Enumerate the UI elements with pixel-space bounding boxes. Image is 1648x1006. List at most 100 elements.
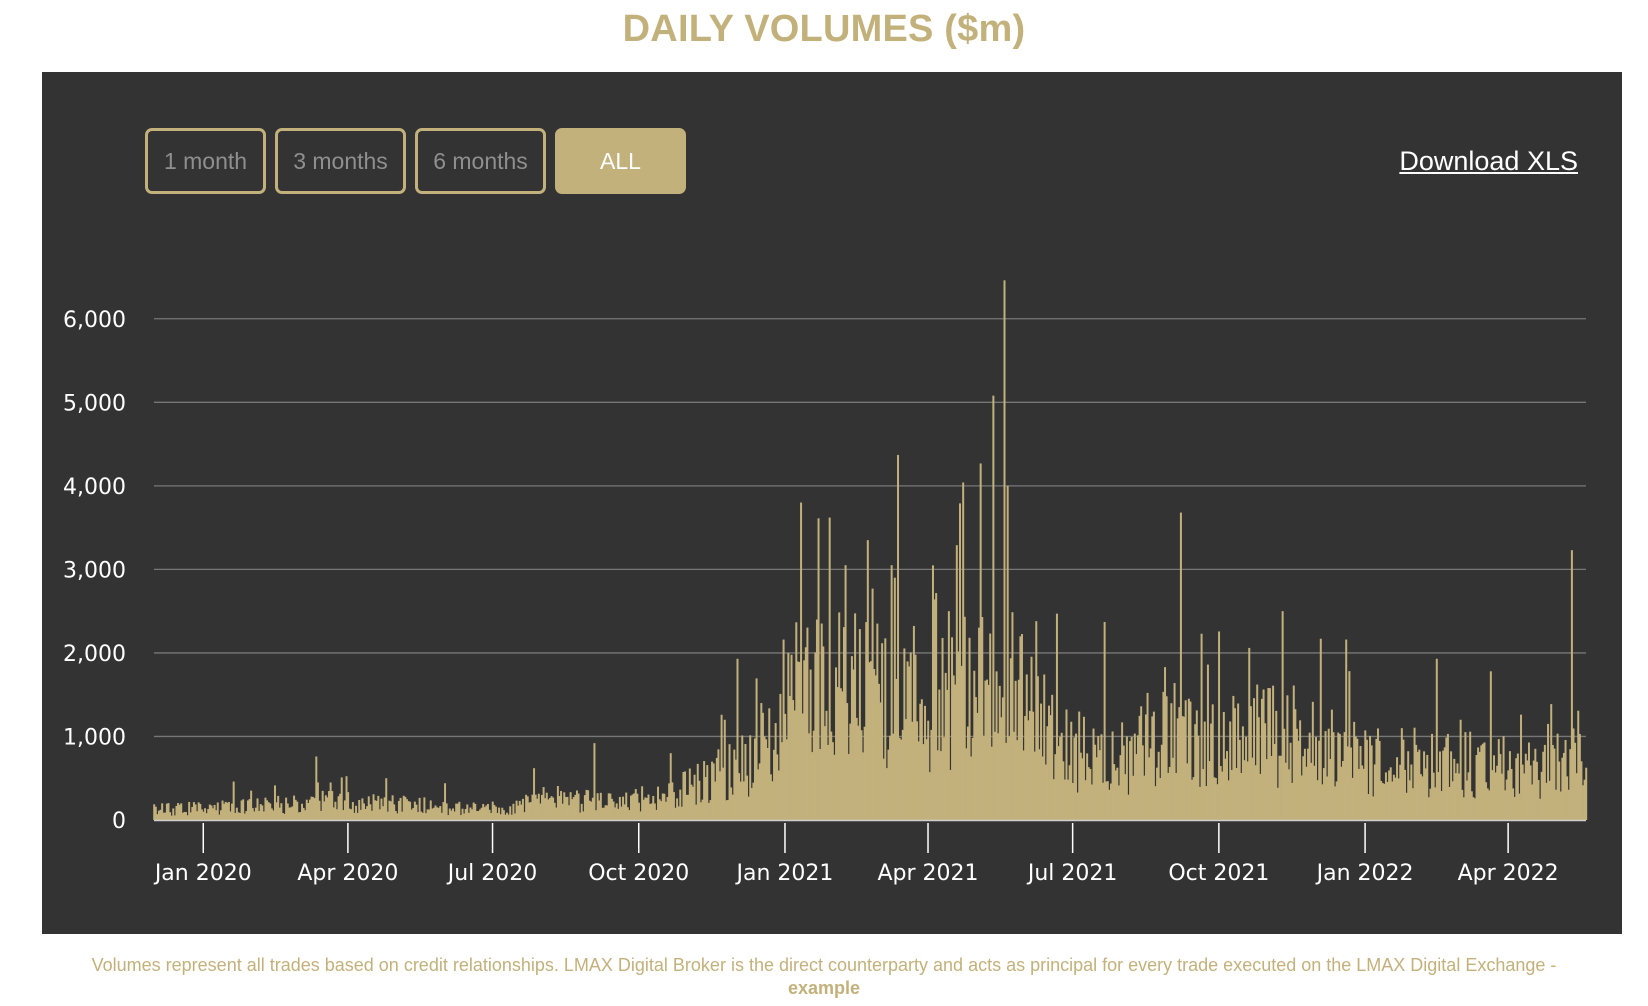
volume-bar: [477, 811, 480, 820]
volume-bar: [1407, 751, 1410, 820]
volume-bar: [726, 799, 729, 820]
volume-bar: [598, 800, 601, 820]
volume-bar: [258, 810, 261, 820]
range-all-button[interactable]: ALL: [555, 128, 686, 194]
volume-bar: [1326, 776, 1329, 820]
volume-bar: [550, 796, 553, 820]
volume-bar: [186, 815, 189, 820]
volume-bar: [367, 796, 370, 820]
volume-bar: [1329, 759, 1332, 820]
volume-bar: [660, 801, 663, 820]
volume-bar: [854, 613, 857, 820]
volume-bar: [1041, 756, 1044, 820]
volume-bar: [1327, 728, 1330, 820]
volume-bar: [939, 751, 942, 820]
volume-bar: [343, 800, 346, 820]
volume-bar: [1359, 745, 1362, 820]
volume-bar: [1564, 739, 1567, 820]
volume-bar: [808, 733, 811, 820]
volume-bar: [1135, 754, 1138, 820]
volume-bar: [1308, 732, 1311, 820]
volume-bar: [1149, 748, 1152, 820]
volume-bar: [1251, 757, 1254, 820]
volume-bar: [1486, 788, 1489, 820]
volume-bar: [1046, 726, 1049, 820]
volume-bar: [626, 807, 629, 820]
volume-bar: [587, 790, 590, 820]
volume-bar: [261, 805, 264, 820]
volume-bar: [267, 802, 270, 820]
volume-bar: [982, 735, 985, 820]
volume-bar: [825, 710, 828, 820]
volume-bar: [655, 809, 658, 820]
volume-bar: [526, 796, 529, 820]
volume-bar: [1527, 742, 1530, 820]
volume-bar: [1073, 737, 1076, 820]
volume-bar: [890, 565, 893, 820]
volume-bar: [728, 744, 731, 820]
volume-bar: [833, 754, 836, 820]
volume-bar: [925, 739, 928, 820]
volume-bar: [1084, 780, 1087, 820]
volume-bar: [313, 798, 316, 820]
volume-bar: [658, 799, 661, 820]
volume-bar: [814, 652, 817, 820]
volume-bar: [269, 803, 272, 820]
volume-bar: [1295, 728, 1298, 820]
volume-bar: [490, 812, 493, 820]
volume-bar: [1313, 765, 1316, 820]
range-6-months-button[interactable]: 6 months: [415, 128, 546, 194]
volume-bar: [901, 729, 904, 820]
volume-bar: [369, 804, 372, 820]
volume-bar: [612, 801, 615, 820]
volume-bar: [1489, 671, 1492, 820]
volume-bar: [1214, 777, 1217, 820]
volume-bar: [844, 565, 847, 820]
volume-bar: [1526, 760, 1529, 820]
volume-bar: [922, 744, 925, 820]
volume-bar: [1005, 742, 1008, 820]
volume-bar: [302, 807, 305, 820]
volume-bar: [639, 811, 642, 820]
volume-bar: [1362, 768, 1365, 820]
range-1-month-button[interactable]: 1 month: [145, 128, 266, 194]
volume-bar: [216, 802, 219, 820]
volume-bar: [1017, 679, 1020, 820]
volume-bar: [1175, 773, 1178, 820]
volume-bar: [1171, 757, 1174, 820]
volume-bar: [1580, 761, 1583, 820]
volume-bar: [1283, 728, 1286, 820]
download-xls-link[interactable]: Download XLS: [1399, 146, 1578, 176]
volume-bar: [1513, 796, 1516, 820]
volume-bar: [1419, 774, 1422, 820]
volume-bar: [1067, 779, 1070, 820]
volume-bar: [474, 803, 477, 820]
volume-bar: [930, 729, 933, 820]
volume-bar: [847, 753, 850, 820]
volume-bar: [1577, 710, 1580, 820]
volume-bar: [332, 807, 335, 820]
volume-bar: [1386, 781, 1389, 820]
volume-bar: [761, 712, 764, 820]
volume-bar: [684, 771, 687, 820]
volume-bar: [250, 790, 253, 820]
volume-bar: [693, 774, 696, 820]
volume-bar: [164, 812, 167, 820]
volume-bar: [552, 797, 555, 820]
volume-bar: [207, 809, 210, 820]
range-3-months-button[interactable]: 3 months: [275, 128, 406, 194]
volume-bar: [1316, 780, 1319, 820]
volume-bar: [714, 781, 717, 820]
volume-bar: [1461, 789, 1464, 820]
volume-bar: [219, 810, 222, 820]
volume-bar: [537, 793, 540, 820]
volume-bar: [992, 395, 995, 820]
volume-bar: [679, 789, 682, 820]
volume-bar: [248, 799, 251, 820]
volume-bar: [1129, 741, 1132, 820]
volume-bar: [1462, 797, 1465, 820]
y-tick-label: 0: [112, 809, 126, 834]
volume-bar: [1459, 719, 1462, 820]
volume-bar: [213, 804, 216, 820]
volume-bar: [415, 804, 418, 820]
